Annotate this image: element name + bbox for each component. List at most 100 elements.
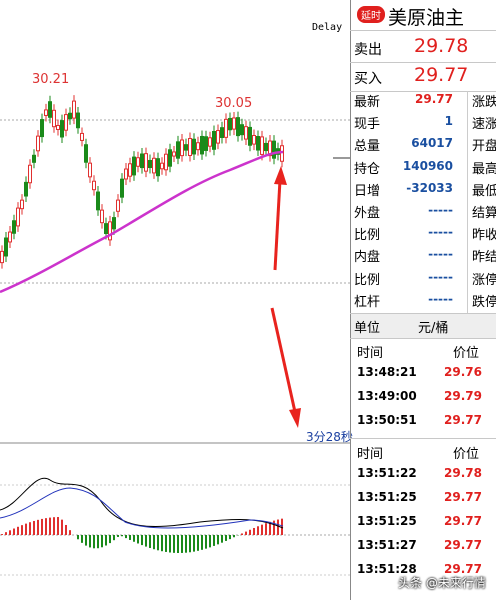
candle [36, 135, 40, 152]
dea-line [0, 487, 284, 529]
candle [60, 120, 64, 138]
stat-label-right: 最高 [472, 161, 496, 177]
candle [88, 162, 92, 178]
candle [188, 138, 192, 156]
price: 29.77 [444, 413, 482, 427]
candle [160, 162, 164, 170]
candle [260, 136, 264, 155]
candle [192, 138, 196, 155]
stat-label-right: 最低 [472, 183, 496, 199]
peak-label: 30.05 [215, 96, 253, 111]
time: 13:51:25 [357, 514, 417, 528]
candle [4, 237, 8, 257]
arrow-up [273, 179, 282, 271]
candle [280, 145, 284, 162]
stat-value: 29.77 [415, 92, 453, 106]
candle [204, 136, 208, 151]
stat-label-right: 跌停 [472, 294, 496, 310]
stat-label: 现手 [354, 117, 381, 133]
stat-value: ----- [428, 203, 453, 217]
candle [124, 168, 128, 180]
candle [52, 109, 56, 128]
header: 时间 [357, 346, 384, 361]
candle [20, 199, 24, 210]
badge: 延时 [357, 6, 385, 23]
candle [28, 164, 32, 184]
stat-label-right: 开盘 [472, 139, 496, 155]
candle [0, 250, 4, 264]
price: 29.77 [444, 514, 482, 528]
candle [108, 221, 112, 241]
candle [268, 140, 272, 157]
chart [0, 95, 350, 576]
arrow-down [270, 307, 297, 413]
candle [180, 139, 184, 157]
candle [248, 126, 252, 146]
candle [68, 112, 72, 120]
candle [264, 142, 268, 152]
title: 美原油主 [388, 7, 465, 29]
candle [236, 117, 240, 137]
candle [228, 117, 232, 131]
time: 13:50:51 [357, 413, 417, 427]
stat-label: 内盘 [354, 250, 381, 266]
separator [350, 338, 496, 339]
stat-value: ----- [428, 225, 453, 240]
price: 29.79 [444, 389, 482, 403]
ma-line [0, 150, 284, 294]
dif-line [0, 477, 284, 529]
candle [172, 151, 176, 157]
candle [8, 231, 12, 243]
arrow-down-head [289, 408, 301, 428]
stat-label: 持仓 [354, 161, 381, 177]
candle [112, 217, 116, 230]
candle [92, 180, 96, 191]
candle [208, 137, 212, 147]
stat-value: ----- [428, 291, 453, 306]
candle [152, 157, 156, 174]
candle [168, 149, 172, 167]
candle [116, 199, 120, 212]
candle [16, 207, 20, 227]
candle [200, 135, 204, 155]
candle [56, 124, 60, 131]
separator [350, 62, 496, 63]
candle [184, 144, 188, 151]
stat-label: 日增 [354, 183, 381, 199]
time: 13:51:25 [357, 490, 417, 504]
candle [144, 153, 148, 172]
col-divider [467, 91, 468, 313]
candle [216, 130, 220, 144]
watermark: 头条 @未来行情 [398, 576, 486, 590]
stat-value: 1 [444, 114, 453, 129]
stat-value: -32033 [406, 180, 453, 195]
candle [240, 124, 244, 136]
unit-label: 单位 [354, 321, 381, 336]
candle [196, 142, 200, 151]
stat-label-right: 结算 [472, 206, 496, 221]
separator [350, 91, 496, 92]
candle [24, 181, 28, 197]
quote-value: 29.78 [414, 35, 469, 57]
candle [148, 159, 152, 169]
candle [40, 119, 44, 138]
candle [128, 163, 132, 177]
candle [212, 130, 216, 150]
candle [156, 158, 160, 177]
candle [72, 100, 76, 119]
quote-label: 卖出 [354, 42, 382, 58]
stat-label-right: 涨停 [472, 272, 496, 288]
panel-border [350, 0, 351, 600]
price: 29.76 [444, 365, 482, 379]
candle [224, 118, 228, 138]
time: 13:51:27 [357, 538, 417, 552]
separator [350, 313, 496, 314]
candle [84, 144, 88, 163]
candle [272, 140, 276, 159]
time: 13:51:22 [357, 466, 417, 480]
candle [76, 112, 80, 129]
stat-value: 64017 [411, 136, 453, 151]
price: 29.77 [444, 538, 482, 552]
separator [350, 30, 496, 31]
stat-label-right: 速涨 [472, 117, 496, 133]
